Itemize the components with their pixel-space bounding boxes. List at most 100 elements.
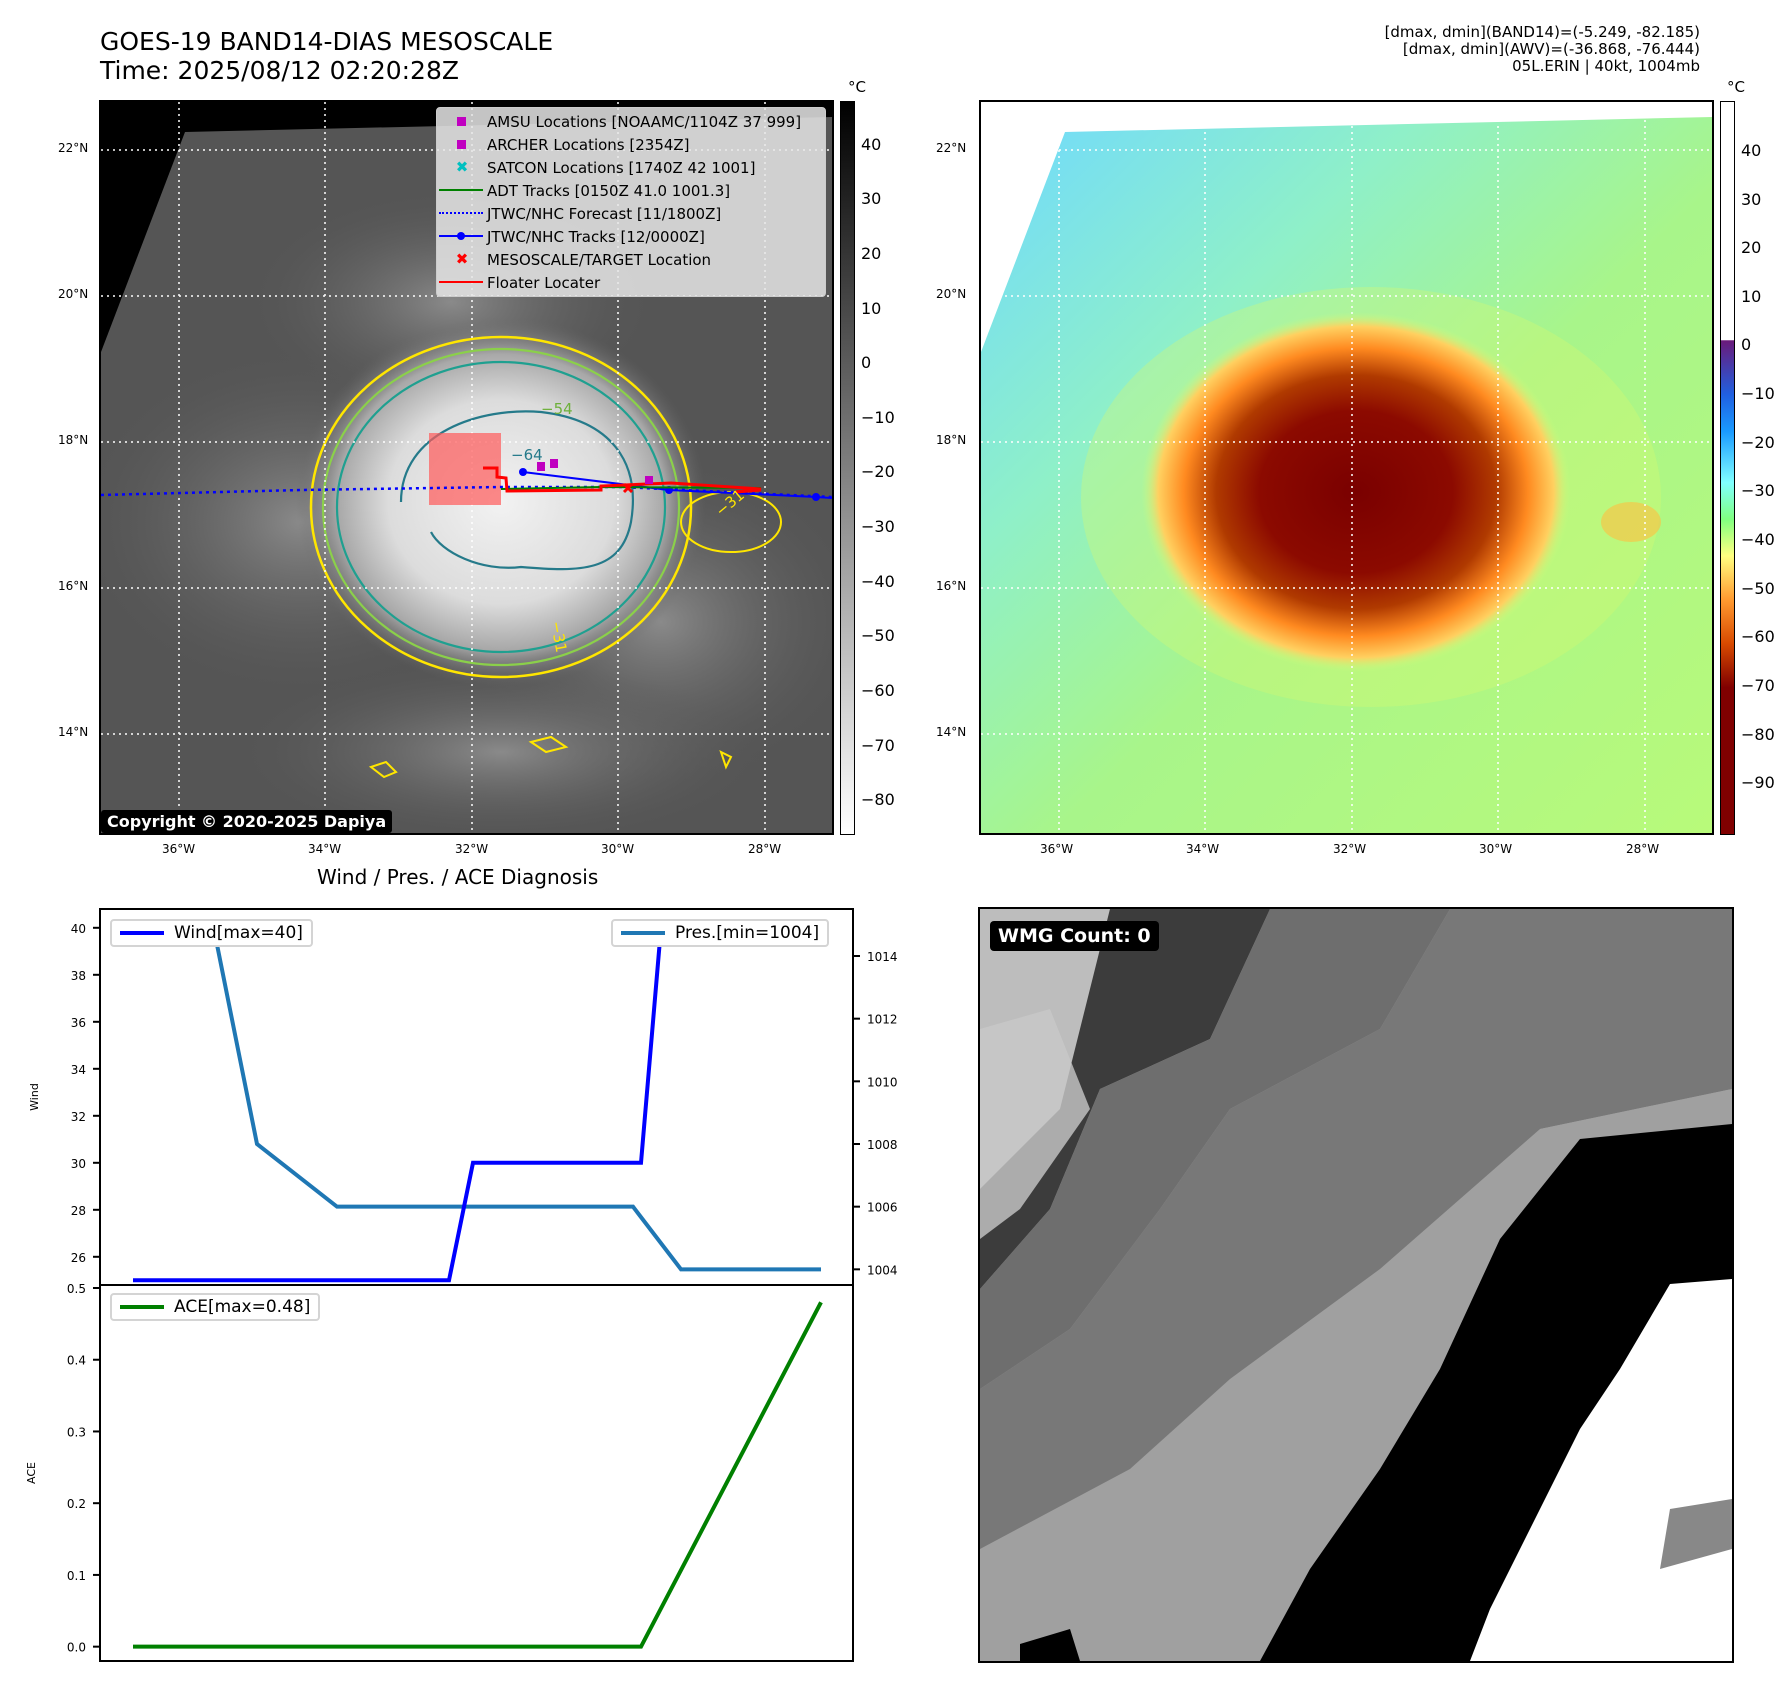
colorbar-tick: −20 xyxy=(1741,433,1775,452)
colorbar-tick: −70 xyxy=(861,735,895,755)
chart-title: Wind / Pres. / ACE Diagnosis xyxy=(317,865,599,889)
legend-item-archer: ARCHER Locations [2354Z] xyxy=(437,133,825,156)
ace-axis-label: ACE xyxy=(25,1462,38,1484)
lat-tick: 22°N xyxy=(936,141,967,155)
contour-dark-teal xyxy=(399,410,634,571)
colorbar-tick: 0 xyxy=(861,353,872,373)
legend-label: SATCON Locations [1740Z 42 1001] xyxy=(487,158,756,177)
lon-tick: 30°W xyxy=(601,842,635,856)
square-marker-icon xyxy=(437,110,487,133)
lon-tick: 32°W xyxy=(455,842,489,856)
wind-ytick-label: 38 xyxy=(71,969,86,983)
line-dot-icon xyxy=(437,225,487,248)
legend-label: Floater Locater xyxy=(487,273,601,292)
lon-tick: 34°W xyxy=(1186,842,1220,856)
lon-tick: 36°W xyxy=(162,842,196,856)
ace-ytick-label: 0.0 xyxy=(67,1641,86,1655)
pressure-series-line xyxy=(133,922,821,1272)
ace-ytick-label: 0.5 xyxy=(67,1282,86,1296)
archer-marker xyxy=(550,459,558,468)
floater-track xyxy=(483,466,762,494)
wind-ytick-label: 26 xyxy=(71,1251,86,1265)
diagnosis-chart[interactable]: 26 28 30 32 34 36 38 40 1004 1006 1008 1010 1012 1014… xyxy=(0,895,900,1685)
wmg-panel[interactable]: WMG Count: 0 xyxy=(978,907,1734,1663)
info-line-storm: 05L.ERIN | 40kt, 1004mb xyxy=(1512,57,1700,75)
x-marker-icon: ✖ xyxy=(455,250,469,268)
pressure-legend: Pres.[min=1004] xyxy=(611,919,830,947)
colorbar-tick: −90 xyxy=(1741,773,1775,792)
colorbar-tick: 10 xyxy=(1741,287,1762,306)
wind-legend: Wind[max=40] xyxy=(110,919,313,947)
colorbar-tick: −80 xyxy=(861,790,895,810)
contour-label: −31 xyxy=(547,620,570,654)
legend-item-jtwc: JTWC/NHC Tracks [12/0000Z] xyxy=(437,225,825,248)
pressure-ytick-label: 1008 xyxy=(867,1138,898,1152)
lon-tick: 32°W xyxy=(1333,842,1367,856)
lat-tick: 18°N xyxy=(58,433,89,447)
ace-line-icon xyxy=(120,1305,164,1309)
lat-tick: 20°N xyxy=(58,287,89,301)
contour-green xyxy=(321,347,681,667)
pressure-ytick-label: 1004 xyxy=(867,1263,898,1277)
dotted-line-icon xyxy=(437,202,487,225)
jtwc-track xyxy=(522,471,832,499)
wmg-count-label: WMG Count: 0 xyxy=(990,921,1159,951)
ace-series-line xyxy=(133,1301,823,1649)
amsu-marker xyxy=(645,476,653,484)
awv-map-panel[interactable] xyxy=(979,100,1714,835)
map-gridlines xyxy=(981,102,1712,833)
legend-label: AMSU Locations [NOAAMC/1104Z 37 999] xyxy=(487,112,802,131)
lat-tick: 14°N xyxy=(58,725,89,739)
legend-item-amsu: AMSU Locations [NOAAMC/1104Z 37 999] xyxy=(437,110,825,133)
awv-colorbar xyxy=(1720,101,1735,835)
colorbar-tick: 40 xyxy=(861,134,882,154)
ace-axes-frame xyxy=(99,1284,854,1662)
title-line-2: Time: 2025/08/12 02:20:28Z xyxy=(100,56,459,85)
lat-tick: 16°N xyxy=(936,579,967,593)
colorbar-tick: −60 xyxy=(861,680,895,700)
legend-item-floater: Floater Locater xyxy=(437,271,825,294)
legend-item-satcon: ✖ SATCON Locations [1740Z 42 1001] xyxy=(437,156,825,179)
lon-tick: 30°W xyxy=(1479,842,1513,856)
line-icon xyxy=(437,179,487,202)
wind-ytick-label: 40 xyxy=(71,922,86,936)
pressure-line-icon xyxy=(621,931,665,935)
lat-tick: 16°N xyxy=(58,579,89,593)
ace-legend: ACE[max=0.48] xyxy=(110,1293,321,1321)
colorbar-tick: −80 xyxy=(1741,725,1775,744)
colorbar-tick: −40 xyxy=(861,571,895,591)
ace-ytick-label: 0.4 xyxy=(67,1354,86,1368)
contour-label: −64 xyxy=(511,446,543,464)
ace-legend-label: ACE[max=0.48] xyxy=(174,1297,311,1317)
lon-tick: 28°W xyxy=(1626,842,1660,856)
colorbar-tick: −10 xyxy=(1741,384,1775,403)
colorbar-tick: −50 xyxy=(1741,579,1775,598)
wind-series-line xyxy=(133,925,821,1283)
colorbar-tick: 10 xyxy=(861,298,882,318)
pressure-ytick-label: 1006 xyxy=(867,1201,898,1215)
lat-tick: 22°N xyxy=(58,141,89,155)
lat-tick: 20°N xyxy=(936,287,967,301)
colorbar-tick: 40 xyxy=(1741,141,1762,160)
colorbar-tick: 0 xyxy=(1741,335,1752,354)
square-marker-icon xyxy=(437,133,487,156)
wind-ytick-label: 30 xyxy=(71,1157,86,1171)
legend-label: ADT Tracks [0150Z 41.0 1001.3] xyxy=(487,181,731,200)
awv-map-image xyxy=(981,102,1712,833)
target-marker xyxy=(622,482,634,494)
wind-line-icon xyxy=(120,931,164,935)
colorbar-tick: −70 xyxy=(1741,676,1775,695)
wind-ytick-label: 36 xyxy=(71,1016,86,1030)
ace-ytick-label: 0.3 xyxy=(67,1425,86,1439)
legend-label: ARCHER Locations [2354Z] xyxy=(487,135,690,154)
storm-core xyxy=(1141,312,1571,672)
wmg-image xyxy=(980,909,1732,1661)
wind-ytick-label: 28 xyxy=(71,1204,86,1218)
legend-item-target: ✖ MESOSCALE/TARGET Location xyxy=(437,248,825,271)
ir-map-panel[interactable]: −54 −64 −31 −31 AMSU Locations [NOAAMC/1… xyxy=(99,100,834,835)
colorbar-tick: 20 xyxy=(861,243,882,263)
contour-teal xyxy=(335,360,667,654)
contour-label: −54 xyxy=(541,400,573,418)
title-line-1: GOES-19 BAND14-DIAS MESOSCALE xyxy=(100,27,554,56)
ace-ytick-label: 0.1 xyxy=(67,1569,86,1583)
